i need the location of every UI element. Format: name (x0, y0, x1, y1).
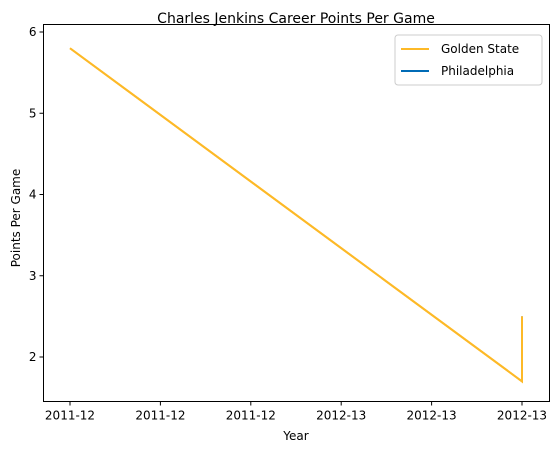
legend-label: Golden State (441, 42, 519, 56)
x-tick-label: 2012-13 (407, 409, 457, 423)
x-tick-label: 2011-12 (135, 409, 185, 423)
x-axis: 2011-12 2011-12 2011-12 2012-13 2012-13 2012-… (45, 401, 547, 423)
x-tick-label: 2011-12 (226, 409, 276, 423)
y-tick-label: 6 (29, 25, 37, 39)
series-line-golden-state-top (69, 47, 523, 384)
y-tick-label: 5 (29, 106, 37, 120)
y-tick-label: 2 (29, 350, 37, 364)
y-tick-label: 3 (29, 269, 37, 283)
x-tick-label: 2012-13 (497, 409, 547, 423)
x-axis-title: Year (282, 429, 308, 443)
chart-title: Charles Jenkins Career Points Per Game (157, 11, 435, 27)
x-tick-label: 2011-12 (45, 409, 95, 423)
legend-label: Philadelphia (441, 64, 514, 78)
y-axis: 2 3 4 5 6 (29, 25, 44, 364)
y-tick-label: 4 (29, 188, 37, 202)
series-layer (69, 47, 523, 384)
axes-frame (43, 24, 550, 402)
legend-box (394, 34, 543, 86)
x-tick-label: 2012-13 (316, 409, 366, 423)
legend: Golden State Philadelphia (394, 34, 543, 86)
y-axis-title: Points Per Game (9, 169, 23, 268)
